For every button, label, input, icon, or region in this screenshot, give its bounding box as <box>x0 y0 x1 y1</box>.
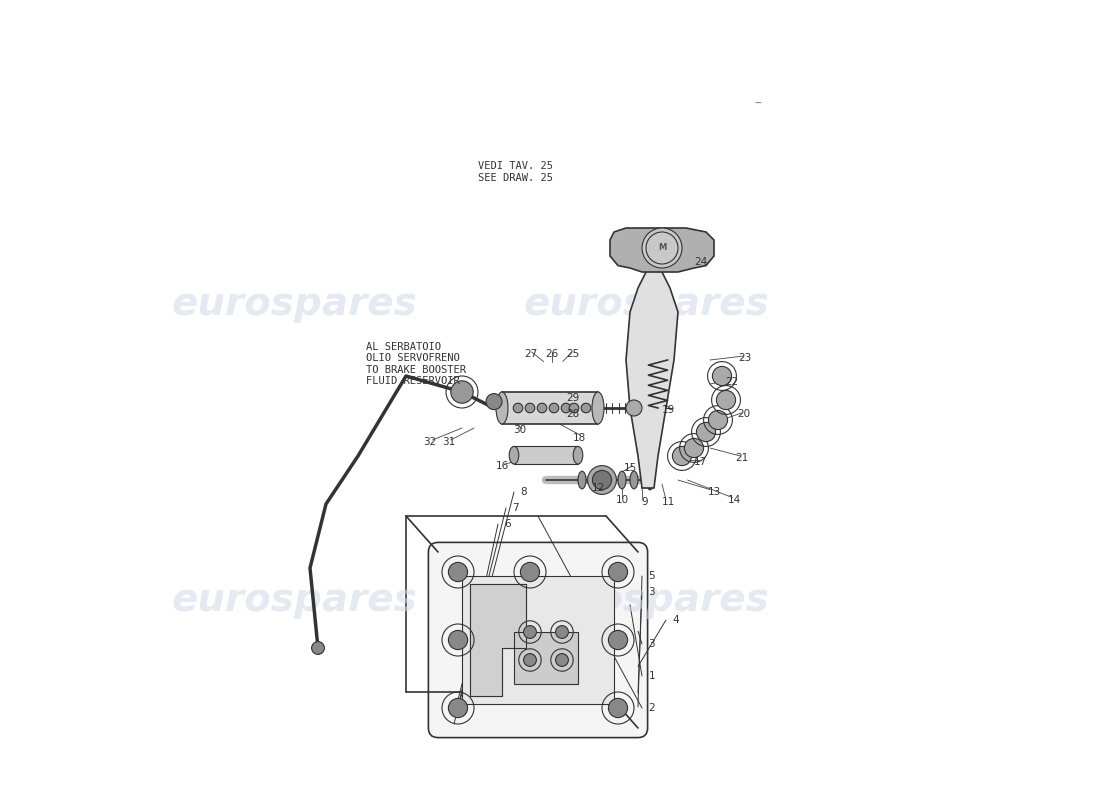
Circle shape <box>311 642 324 654</box>
Text: 10: 10 <box>615 495 628 505</box>
Text: 27: 27 <box>525 349 538 358</box>
Circle shape <box>514 403 522 413</box>
Circle shape <box>524 654 537 666</box>
Text: 1: 1 <box>648 671 654 681</box>
Bar <box>514 632 578 684</box>
Polygon shape <box>470 584 526 696</box>
FancyBboxPatch shape <box>428 542 648 738</box>
Bar <box>462 576 614 704</box>
Ellipse shape <box>590 471 598 489</box>
Circle shape <box>642 228 682 268</box>
Text: 3: 3 <box>648 587 654 597</box>
Text: 24: 24 <box>694 257 707 266</box>
Text: 7: 7 <box>513 503 519 513</box>
Circle shape <box>549 403 559 413</box>
Text: 26: 26 <box>544 349 558 358</box>
Circle shape <box>608 630 628 650</box>
Circle shape <box>449 698 468 718</box>
Text: 21: 21 <box>736 453 749 462</box>
Ellipse shape <box>573 446 583 464</box>
Text: 29: 29 <box>565 393 579 402</box>
Text: 5: 5 <box>648 571 654 581</box>
Text: 20: 20 <box>737 410 750 419</box>
Circle shape <box>449 562 468 582</box>
Text: 3: 3 <box>648 639 654 649</box>
Circle shape <box>556 654 569 666</box>
Circle shape <box>672 446 692 466</box>
Circle shape <box>608 698 628 718</box>
Text: 12: 12 <box>592 483 605 493</box>
Text: 22: 22 <box>725 377 738 386</box>
Text: M: M <box>658 243 667 253</box>
Text: 13: 13 <box>707 487 721 497</box>
PathPatch shape <box>610 228 714 272</box>
Text: 19: 19 <box>662 405 675 414</box>
Circle shape <box>713 366 732 386</box>
Text: 15: 15 <box>624 463 637 473</box>
Circle shape <box>593 470 612 490</box>
Text: eurospares: eurospares <box>524 581 769 619</box>
Text: 17: 17 <box>694 458 707 467</box>
Circle shape <box>556 626 569 638</box>
Ellipse shape <box>578 471 586 489</box>
Circle shape <box>537 403 547 413</box>
Circle shape <box>626 400 642 416</box>
Text: eurospares: eurospares <box>524 285 769 323</box>
Text: –: – <box>755 97 761 111</box>
Text: 11: 11 <box>662 498 675 507</box>
Text: 14: 14 <box>727 495 740 505</box>
Circle shape <box>581 403 591 413</box>
Circle shape <box>708 410 727 430</box>
PathPatch shape <box>626 264 678 488</box>
Text: 16: 16 <box>495 461 508 470</box>
Ellipse shape <box>630 471 638 489</box>
Text: 25: 25 <box>565 349 579 358</box>
Text: 6: 6 <box>505 519 512 529</box>
Text: 18: 18 <box>573 433 586 442</box>
Text: 23: 23 <box>738 353 751 362</box>
Circle shape <box>524 626 537 638</box>
Text: 2: 2 <box>648 703 654 713</box>
Circle shape <box>449 630 468 650</box>
Text: 28: 28 <box>565 409 579 418</box>
Text: 30: 30 <box>513 426 526 435</box>
Circle shape <box>587 466 616 494</box>
Circle shape <box>608 562 628 582</box>
Circle shape <box>696 422 716 442</box>
Ellipse shape <box>618 471 626 489</box>
Text: 31: 31 <box>442 437 455 446</box>
Text: VEDI TAV. 25
SEE DRAW. 25: VEDI TAV. 25 SEE DRAW. 25 <box>478 162 553 182</box>
Circle shape <box>561 403 571 413</box>
Bar <box>502 392 598 424</box>
Circle shape <box>486 394 502 410</box>
Circle shape <box>684 438 704 458</box>
Text: eurospares: eurospares <box>172 581 417 619</box>
Text: 4: 4 <box>672 615 679 625</box>
Ellipse shape <box>509 446 519 464</box>
Circle shape <box>525 403 535 413</box>
Text: 9: 9 <box>641 498 648 507</box>
Circle shape <box>716 390 736 410</box>
Circle shape <box>520 562 540 582</box>
Circle shape <box>569 403 579 413</box>
Ellipse shape <box>496 392 508 424</box>
Bar <box>514 446 578 464</box>
Text: 8: 8 <box>520 487 527 497</box>
Circle shape <box>451 381 473 403</box>
Ellipse shape <box>606 471 614 489</box>
Text: eurospares: eurospares <box>172 285 417 323</box>
Text: 32: 32 <box>424 437 437 446</box>
Text: AL SERBATOIO
OLIO SERVOFRENO
TO BRAKE BOOSTER
FLUID RESERVOIR: AL SERBATOIO OLIO SERVOFRENO TO BRAKE BO… <box>366 342 466 386</box>
Ellipse shape <box>592 392 604 424</box>
